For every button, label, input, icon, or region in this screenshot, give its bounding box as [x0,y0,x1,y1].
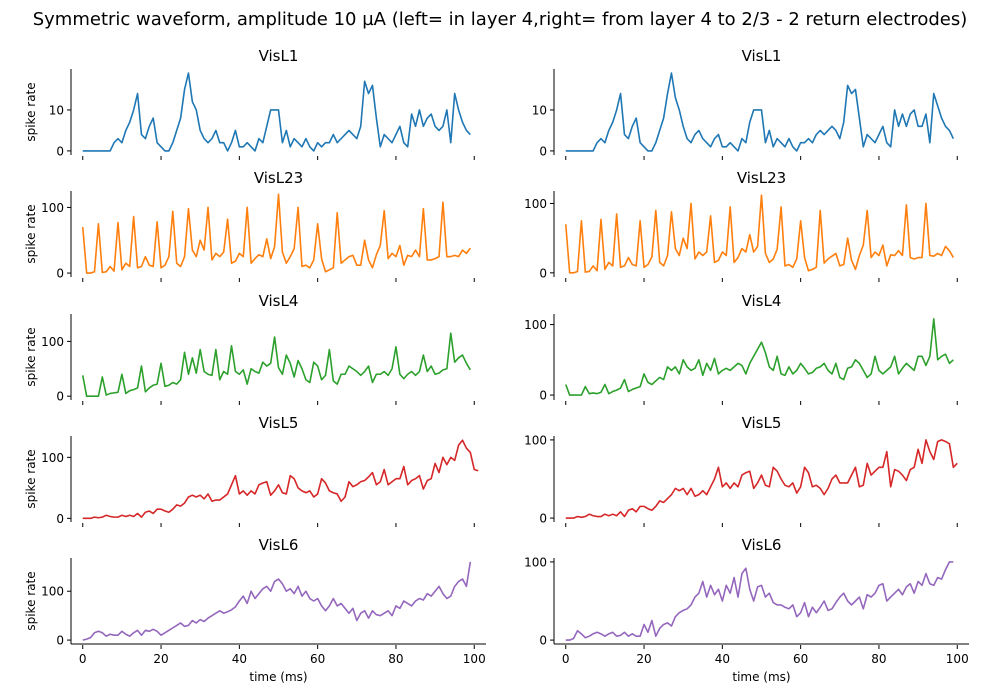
y-tick-label: 0 [56,390,64,404]
y-tick-label: 0 [56,267,64,281]
subplot-right-visl4: VisL4 0 100 [524,292,958,405]
x-tick-label: 20 [636,652,651,666]
subplot-left-visl1: VisL1 0 10 spike rate [24,47,475,160]
y-tick-label: 0 [539,389,547,403]
subplot-title: VisL4 [259,292,299,310]
y-tick-label: 10 [49,103,64,117]
series-line [564,318,954,396]
x-tick-label: 0 [79,652,87,666]
y-tick-label: 100 [41,451,64,465]
subplot-right-visl1: VisL1 0 10 [532,47,958,160]
y-tick-label: 100 [41,335,64,349]
x-tick-label: 40 [232,652,247,666]
x-tick-label: 60 [310,652,325,666]
subplot-title: VisL23 [254,169,303,187]
series-line [81,193,471,274]
y-tick-label: 100 [524,197,547,211]
series-line [565,439,958,519]
subplot-title: VisL4 [742,292,782,310]
series-line [565,561,954,641]
series-line [565,72,955,152]
y-tick-label: 100 [524,555,547,569]
subplot-title: VisL5 [742,414,782,432]
y-tick-label: 10 [532,103,547,117]
x-tick-label: 100 [946,652,969,666]
x-axis-label: time (ms) [249,670,307,684]
subplot-title: VisL6 [259,536,299,554]
y-axis-label: spike rate [24,204,38,263]
y-tick-label: 0 [56,512,64,526]
series-line [82,439,479,520]
series-line [82,561,472,641]
series-line [564,194,955,274]
subplot-title: VisL23 [737,169,786,187]
subplot-title: VisL1 [742,47,782,65]
x-tick-label: 100 [463,652,486,666]
y-tick-label: 100 [524,318,547,332]
y-tick-label: 100 [41,585,64,599]
y-tick-label: 0 [539,634,547,648]
subplot-title: VisL5 [259,414,299,432]
y-tick-label: 0 [539,512,547,526]
y-axis-label: spike rate [24,571,38,630]
y-tick-label: 100 [524,433,547,447]
x-tick-label: 80 [388,652,403,666]
x-axis-label: time (ms) [732,670,790,684]
y-tick-label: 0 [539,144,547,158]
subplot-title: VisL1 [259,47,299,65]
series-line [82,72,471,152]
y-tick-label: 0 [56,634,64,648]
series-line [81,332,472,397]
x-tick-label: 0 [562,652,570,666]
y-tick-label: 100 [41,201,64,215]
subplot-right-visl5: VisL5 0 100 [524,414,958,527]
subplot-title: VisL6 [742,536,782,554]
subplot-right-visl23: VisL23 0 100 [524,169,958,282]
subplot-right-visl6: VisL6 0 100 0 20 40 60 80 100 time (ms) [524,536,969,684]
figure-title: Symmetric waveform, amplitude 10 µA (lef… [32,9,968,30]
x-tick-label: 20 [153,652,168,666]
y-tick-label: 0 [56,144,64,158]
y-tick-label: 0 [539,266,547,280]
x-tick-label: 60 [793,652,808,666]
y-axis-label: spike rate [24,327,38,386]
x-tick-label: 80 [871,652,886,666]
y-axis-label: spike rate [24,82,38,141]
x-tick-label: 40 [715,652,730,666]
y-axis-label: spike rate [24,449,38,508]
